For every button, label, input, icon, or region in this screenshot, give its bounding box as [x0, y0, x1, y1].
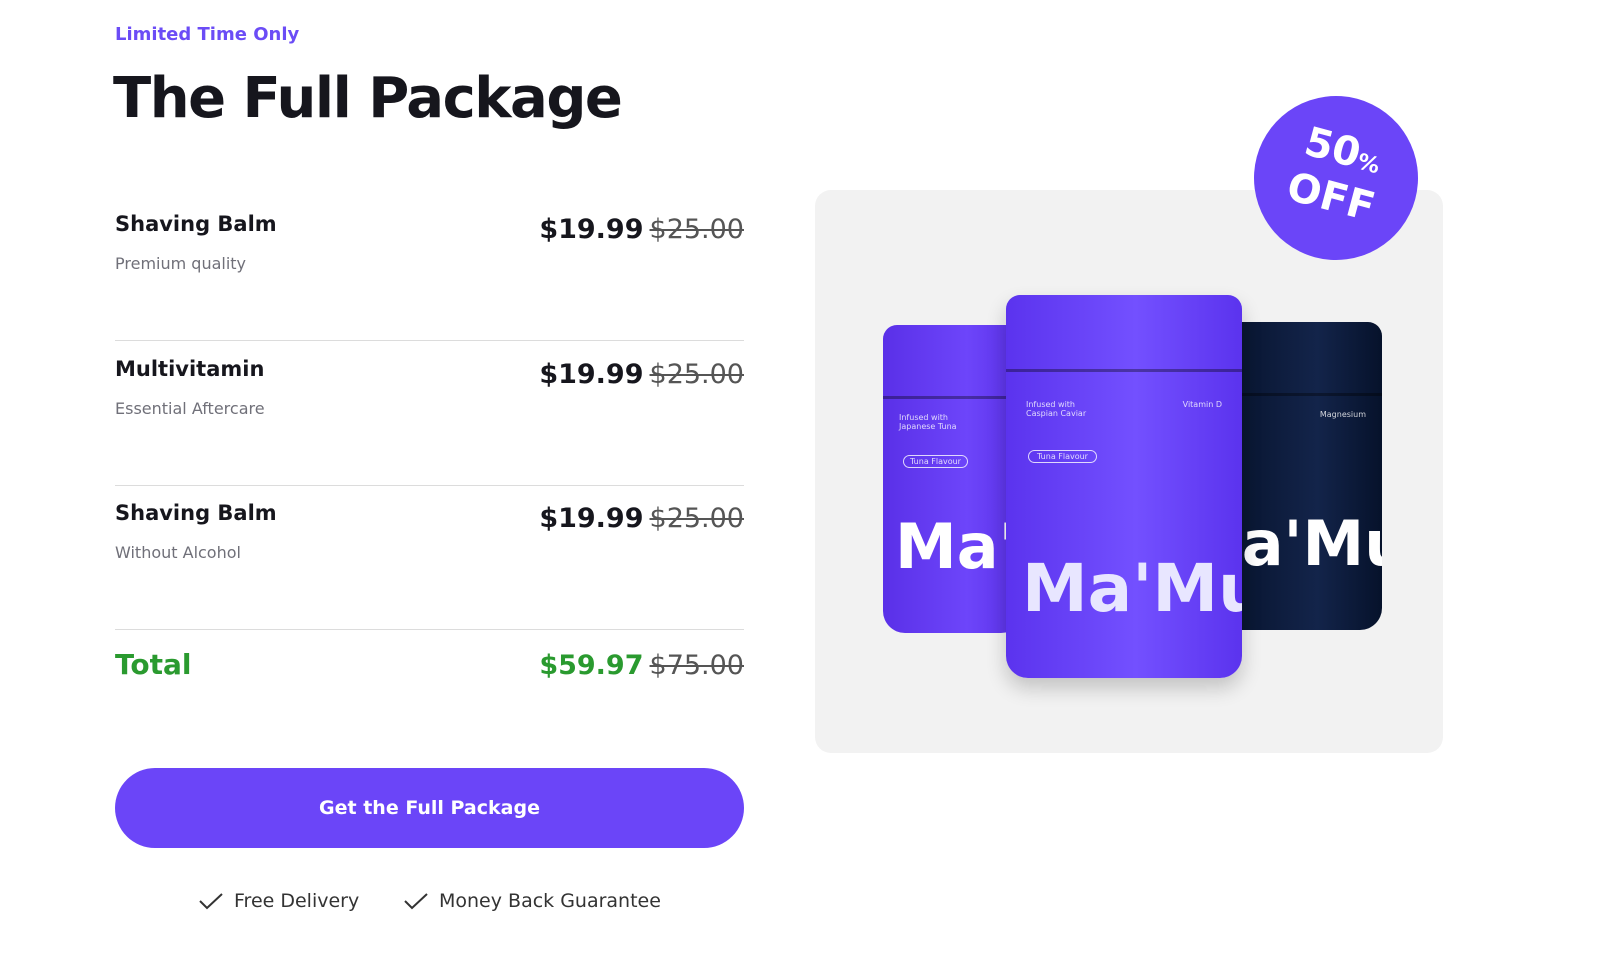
line-item: Shaving Balm Without Alcohol $19.99 $25.0…: [115, 485, 744, 630]
total-old-price: $75.00: [649, 650, 744, 681]
total-price: $59.97: [539, 650, 644, 681]
item-name: Multivitamin: [115, 357, 265, 381]
checkmark-icon: [404, 893, 428, 910]
get-full-package-button[interactable]: Get the Full Package: [115, 768, 744, 848]
perk-label: Free Delivery: [234, 890, 360, 912]
product-can-right: Magnesium Ma'Mu: [1220, 322, 1382, 630]
product-can-center: Infused with Caspian Caviar Vitamin D Tu…: [1006, 295, 1242, 678]
item-old-price: $25.00: [649, 359, 744, 390]
item-subtitle: Without Alcohol: [115, 543, 241, 562]
line-item: Shaving Balm Premium quality $19.99 $25.0…: [115, 196, 744, 341]
product-can-left: Infused with Japanese Tuna Tuna Flavour …: [883, 325, 1023, 633]
total-label: Total: [115, 648, 192, 681]
item-old-price: $25.00: [649, 214, 744, 245]
item-price: $19.99: [539, 503, 644, 534]
product-image: Infused with Japanese Tuna Tuna Flavour …: [815, 190, 1443, 753]
perk-money-back: Money Back Guarantee: [403, 890, 661, 912]
item-price: $19.99: [539, 359, 644, 390]
page-title: The Full Package: [113, 66, 623, 131]
perk-label: Money Back Guarantee: [439, 890, 661, 912]
item-name: Shaving Balm: [115, 501, 277, 525]
total-row: Total $59.97 $75.00: [115, 648, 744, 681]
item-subtitle: Premium quality: [115, 254, 247, 273]
line-item: Multivitamin Essential Aftercare $19.99 $…: [115, 341, 744, 486]
item-old-price: $25.00: [649, 503, 744, 534]
item-name: Shaving Balm: [115, 212, 277, 236]
item-subtitle: Essential Aftercare: [115, 399, 265, 418]
perk-free-delivery: Free Delivery: [198, 890, 359, 912]
eyebrow-label: Limited Time Only: [115, 24, 300, 45]
checkmark-icon: [199, 893, 223, 910]
item-price: $19.99: [539, 214, 644, 245]
